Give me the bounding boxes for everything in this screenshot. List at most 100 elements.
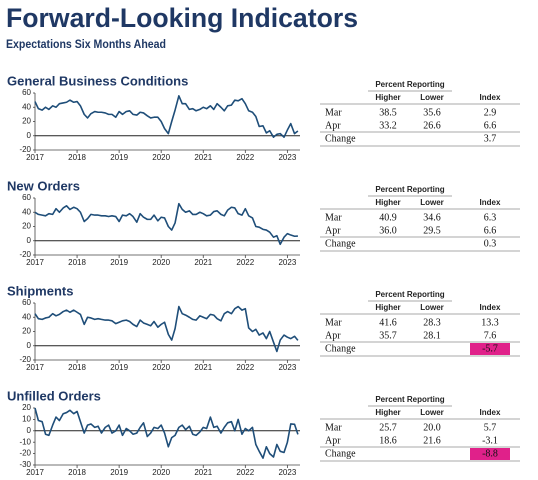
series-line [34, 202, 298, 246]
chart-title: Shipments [7, 283, 73, 298]
x-tick-label: 2018 [68, 468, 86, 477]
x-tick-label: 2019 [110, 153, 128, 162]
y-tick-label: 60 [22, 298, 31, 307]
change-highlight [470, 448, 510, 460]
cell: 18.6 [379, 435, 397, 446]
x-tick-label: 2017 [26, 468, 44, 477]
x-tick-label: 2017 [26, 363, 44, 372]
row-label: Mar [325, 422, 342, 433]
cell: 21.6 [423, 435, 441, 446]
column-header: Higher [375, 408, 400, 417]
chart-title: New Orders [7, 178, 80, 193]
column-header: Higher [375, 93, 400, 102]
row-label: Mar [325, 107, 342, 118]
cell: 6.6 [484, 225, 497, 236]
x-tick-label: 2018 [68, 363, 86, 372]
x-tick-label: 2019 [110, 468, 128, 477]
y-tick-label: -20 [19, 145, 31, 154]
x-tick-label: 2019 [110, 258, 128, 267]
column-header: Higher [375, 198, 400, 207]
x-tick-label: 2018 [68, 258, 86, 267]
x-tick-label: 2020 [152, 258, 170, 267]
series-line [34, 305, 299, 353]
cell: 35.6 [423, 107, 441, 118]
cell: 33.2 [379, 120, 397, 131]
y-tick-label: 20 [22, 222, 31, 231]
y-tick-label: 10 [22, 415, 31, 424]
y-tick-label: 0 [27, 236, 32, 245]
change-highlight [470, 343, 510, 355]
row-label: Apr [325, 330, 341, 341]
cell: 7.6 [484, 330, 497, 341]
column-header: Lower [420, 408, 444, 417]
column-header: Lower [420, 198, 444, 207]
row-label: Change [325, 343, 356, 354]
column-header: Index [480, 303, 501, 312]
y-tick-label: 20 [22, 327, 31, 336]
x-tick-label: 2021 [194, 153, 212, 162]
x-tick-label: 2022 [236, 258, 254, 267]
row-label: Change [325, 238, 356, 249]
y-tick-label: 60 [22, 193, 31, 202]
y-tick-label: 40 [22, 312, 31, 321]
row-label: Apr [325, 120, 341, 131]
cell: -5.7 [482, 343, 498, 354]
cell: 34.6 [423, 212, 441, 223]
y-tick-label: 0 [27, 341, 32, 350]
x-tick-label: 2018 [68, 153, 86, 162]
chart-title: Unfilled Orders [7, 388, 101, 403]
x-tick-label: 2021 [194, 258, 212, 267]
y-tick-label: -30 [19, 460, 31, 469]
column-header: Lower [420, 93, 444, 102]
row-label: Apr [325, 225, 341, 236]
cell: 28.3 [423, 317, 441, 328]
column-header: Higher [375, 303, 400, 312]
x-tick-label: 2020 [152, 153, 170, 162]
cell: 6.3 [484, 212, 497, 223]
cell: 25.7 [379, 422, 397, 433]
x-tick-label: 2020 [152, 468, 170, 477]
row-label: Change [325, 133, 356, 144]
y-tick-label: -20 [19, 355, 31, 364]
table-group-header: Percent Reporting [375, 395, 444, 404]
column-header: Lower [420, 303, 444, 312]
y-tick-label: 20 [22, 403, 31, 412]
y-tick-label: -20 [19, 449, 31, 458]
cell: 20.0 [423, 422, 441, 433]
y-tick-label: 40 [22, 207, 31, 216]
cell: 26.6 [423, 120, 441, 131]
row-label: Mar [325, 317, 342, 328]
cell: 13.3 [481, 317, 499, 328]
chart-title: General Business Conditions [7, 73, 188, 88]
series-line [34, 95, 299, 138]
cell: 28.1 [423, 330, 441, 341]
cell: 2.9 [484, 107, 497, 118]
x-tick-label: 2022 [236, 468, 254, 477]
x-tick-label: 2023 [278, 363, 296, 372]
y-tick-label: 0 [27, 131, 32, 140]
y-tick-label: 40 [22, 102, 31, 111]
series-line [34, 407, 299, 459]
cell: 5.7 [484, 422, 497, 433]
cell: 29.5 [423, 225, 441, 236]
column-header: Index [480, 93, 501, 102]
cell: 41.6 [379, 317, 397, 328]
x-tick-label: 2023 [278, 258, 296, 267]
table-group-header: Percent Reporting [375, 185, 444, 194]
table-group-header: Percent Reporting [375, 80, 444, 89]
cell: 3.7 [484, 133, 497, 144]
x-tick-label: 2023 [278, 153, 296, 162]
cell: 0.3 [484, 238, 497, 249]
x-tick-label: 2017 [26, 153, 44, 162]
page-title: Forward-Looking Indicators [6, 3, 358, 33]
cell: -3.1 [482, 435, 498, 446]
table-group-header: Percent Reporting [375, 290, 444, 299]
cell: 36.0 [379, 225, 397, 236]
x-tick-label: 2022 [236, 153, 254, 162]
cell: -8.8 [482, 448, 498, 459]
x-tick-label: 2019 [110, 363, 128, 372]
row-label: Apr [325, 435, 341, 446]
row-label: Change [325, 448, 356, 459]
y-tick-label: -20 [19, 250, 31, 259]
